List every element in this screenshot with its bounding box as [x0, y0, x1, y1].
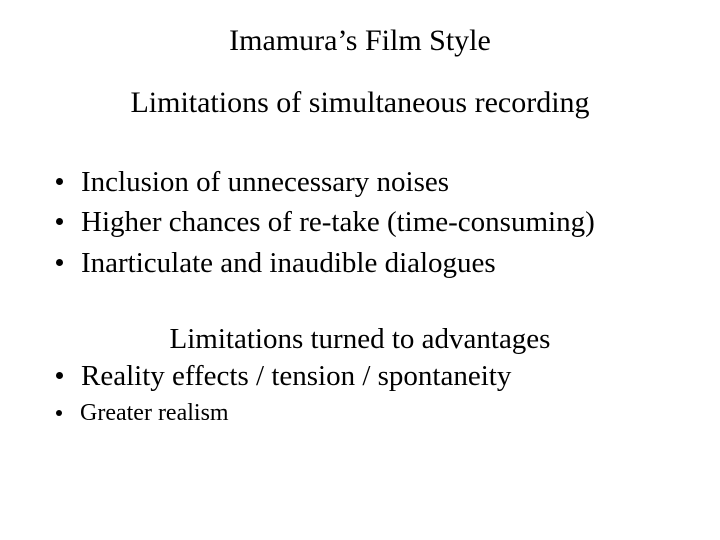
- list-item: Reality effects / tension / spontaneity: [56, 358, 720, 394]
- bullet-text: Reality effects / tension / spontaneity: [81, 358, 511, 394]
- section-heading-advantages: Limitations turned to advantages: [0, 323, 720, 356]
- list-item: Inclusion of unnecessary noises: [56, 164, 720, 200]
- list-item: Higher chances of re-take (time-consumin…: [56, 204, 720, 240]
- bullet-text: Inarticulate and inaudible dialogues: [81, 245, 496, 281]
- bullet-icon: [56, 178, 63, 185]
- list-item: Inarticulate and inaudible dialogues: [56, 245, 720, 281]
- bullet-icon: [56, 372, 63, 379]
- slide-container: Imamura’s Film Style Limitations of simu…: [0, 0, 720, 540]
- bullet-text: Inclusion of unnecessary noises: [81, 164, 449, 200]
- bullet-list-advantages: Reality effects / tension / spontaneity …: [0, 358, 720, 429]
- bullet-icon: [56, 410, 62, 416]
- bullet-icon: [56, 218, 63, 225]
- bullet-list-limitations: Inclusion of unnecessary noises Higher c…: [0, 164, 720, 281]
- bullet-icon: [56, 259, 63, 266]
- slide-subtitle: Limitations of simultaneous recording: [0, 86, 720, 120]
- bullet-text: Higher chances of re-take (time-consumin…: [81, 204, 595, 240]
- slide-title: Imamura’s Film Style: [0, 0, 720, 58]
- bullet-text: Greater realism: [80, 398, 229, 429]
- list-item: Greater realism: [56, 398, 720, 429]
